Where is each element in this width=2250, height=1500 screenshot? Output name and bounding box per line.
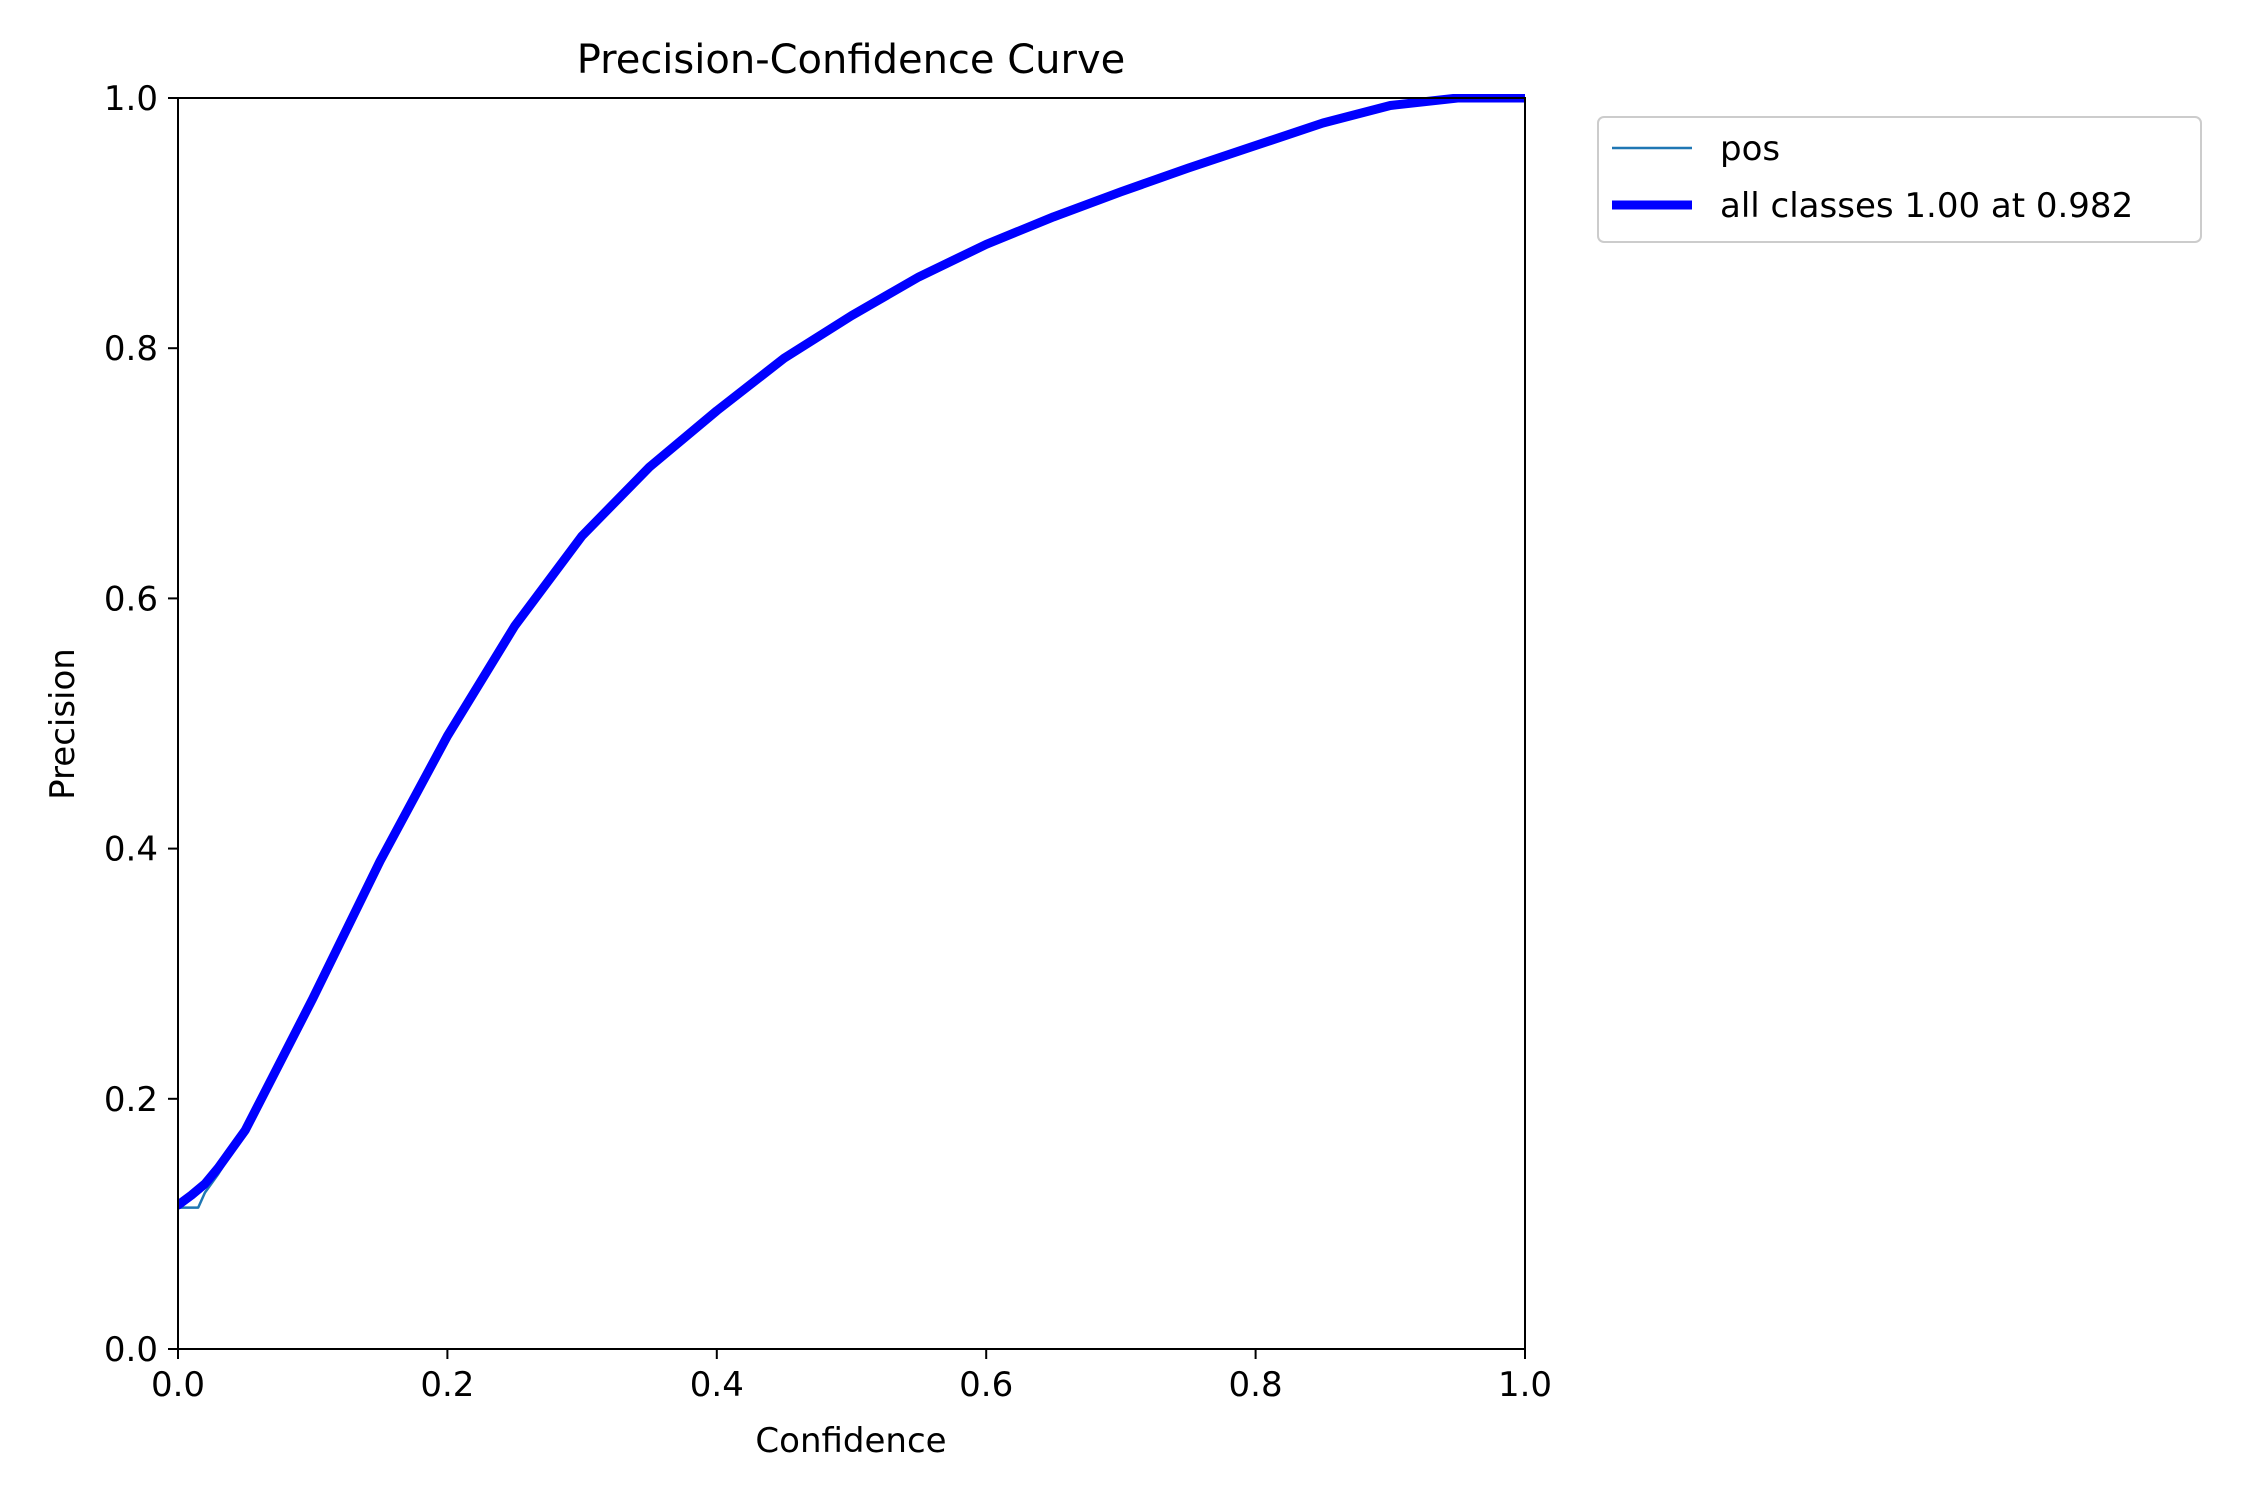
y-axis: 0.0 0.2 0.4 0.6 0.8 1.0 [104, 79, 178, 1370]
x-tick-label: 0.6 [959, 1365, 1013, 1405]
legend-box [1597, 116, 2202, 243]
x-tick-label: 0.2 [420, 1365, 474, 1405]
y-tick-label: 0.4 [104, 830, 158, 870]
y-tick-label: 0.2 [104, 1080, 158, 1120]
legend: pos all classes 1.00 at 0.982 [1597, 116, 2202, 243]
x-axis: 0.0 0.2 0.4 0.6 0.8 1.0 [151, 1349, 1552, 1405]
plot-frame [177, 97, 1526, 1350]
x-tick-label: 0.0 [151, 1365, 205, 1405]
x-tick-label: 0.8 [1229, 1365, 1283, 1405]
legend-label-all-classes: all classes 1.00 at 0.982 [1720, 186, 2133, 226]
y-tick-label: 0.8 [104, 329, 158, 369]
series-layer [178, 94, 1525, 1210]
y-tick-label: 0.6 [104, 579, 158, 619]
y-tick-label: 0.0 [104, 1330, 158, 1370]
x-tick-label: 1.0 [1498, 1365, 1552, 1405]
y-tick-label: 1.0 [104, 79, 158, 119]
series-line-all-classes [178, 94, 1525, 1210]
x-axis-label: Confidence [755, 1421, 946, 1461]
chart-title: Precision-Confidence Curve [577, 37, 1126, 83]
legend-label-pos: pos [1720, 129, 1780, 169]
x-tick-label: 0.4 [690, 1365, 744, 1405]
y-axis-label: Precision [43, 648, 83, 800]
